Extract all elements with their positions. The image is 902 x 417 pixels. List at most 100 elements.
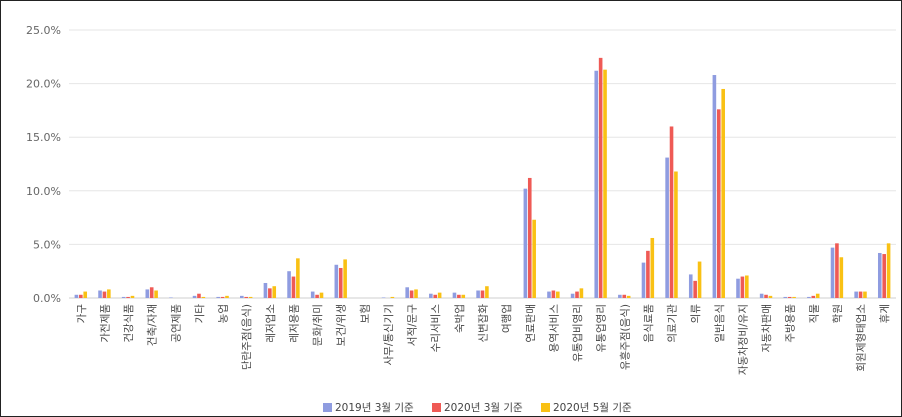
x-tick-label: 용역서비스	[548, 304, 560, 353]
bar	[315, 294, 319, 298]
bar	[433, 294, 438, 298]
bar	[310, 291, 315, 298]
x-tick-label: 여행업	[500, 304, 513, 333]
bar	[244, 296, 249, 298]
x-tick-label: 신변잡화	[478, 304, 490, 343]
bar	[169, 297, 173, 298]
bar	[579, 288, 584, 298]
x-tick-label: 직물	[808, 304, 820, 324]
bar	[334, 264, 339, 298]
bar	[532, 219, 536, 298]
bar	[650, 237, 655, 298]
bar	[220, 296, 225, 298]
x-tick-label: 의류	[690, 304, 702, 324]
x-axis-labels: 가구 가전제품 건강식품 건축/자재 공연제품 기타 농업 단란주점(음식) 레저업소 레저용품 문…	[76, 304, 891, 376]
x-tick-label: 가전제품	[99, 304, 111, 343]
x-tick-label: 의료기관	[667, 304, 679, 343]
bar	[811, 295, 816, 298]
bar	[457, 294, 461, 298]
x-tick-label: 음식료품	[643, 304, 655, 343]
bar	[646, 250, 650, 298]
bar	[287, 271, 291, 298]
legend-swatch	[432, 403, 441, 412]
bar	[768, 295, 773, 298]
bar	[102, 291, 107, 298]
bar	[527, 177, 532, 298]
x-tick-label: 유흥주점(음식)	[618, 304, 631, 370]
bar	[575, 291, 579, 298]
x-tick-label: 레저용품	[288, 304, 300, 343]
bar	[461, 294, 466, 298]
bar	[121, 296, 126, 298]
x-tick-label: 레저업소	[264, 304, 277, 343]
bar	[693, 280, 697, 298]
bar	[792, 296, 796, 298]
bar	[551, 290, 556, 298]
y-tick-label: 0.0%	[33, 292, 61, 305]
bar	[626, 295, 631, 298]
bar	[154, 290, 158, 298]
gridlines	[69, 29, 896, 299]
legend-label: 2019년 3월 기준	[335, 402, 414, 414]
bar	[523, 188, 528, 298]
bar	[480, 290, 485, 298]
bar	[452, 292, 457, 298]
bar	[736, 278, 740, 298]
x-tick-label: 연료판매	[525, 304, 537, 343]
bar	[712, 75, 717, 299]
bar	[225, 295, 229, 298]
x-tick-label: 휴게	[879, 304, 891, 323]
bar	[201, 296, 206, 298]
bar	[674, 171, 678, 298]
bar	[669, 126, 674, 298]
bar	[882, 254, 886, 298]
bar	[268, 288, 272, 298]
bar	[688, 274, 693, 298]
bar	[338, 267, 343, 298]
bar	[886, 243, 891, 298]
x-tick-label: 학원	[832, 304, 844, 323]
bar	[145, 289, 150, 298]
y-tick-label: 25.0%	[26, 24, 61, 37]
bar	[839, 257, 844, 298]
x-tick-label: 단란주점(음식)	[241, 304, 253, 370]
bar	[603, 69, 607, 298]
bar	[641, 262, 646, 298]
bar	[547, 291, 551, 298]
x-tick-label: 사무/통신기기	[383, 304, 395, 366]
bar	[618, 294, 622, 298]
y-tick-label: 5.0%	[33, 238, 61, 251]
bar	[240, 295, 244, 298]
x-tick-label: 보건/위생	[335, 304, 348, 346]
bar	[740, 276, 745, 298]
legend-label: 2020년 3월 기준	[444, 402, 523, 414]
x-tick-label: 자동차판매	[761, 304, 773, 352]
bar	[745, 275, 749, 298]
x-tick-label: 유통업영리	[595, 304, 608, 352]
x-tick-label: 건강식품	[123, 304, 135, 343]
bar	[381, 297, 386, 298]
bar	[192, 295, 197, 298]
x-tick-label: 공연제품	[170, 304, 182, 343]
bar	[830, 247, 835, 298]
bar	[570, 293, 575, 298]
bar	[835, 243, 839, 298]
bar	[721, 88, 725, 299]
bar	[149, 287, 154, 298]
y-tick-label: 10.0%	[26, 185, 61, 198]
bar	[98, 290, 102, 298]
bar	[409, 290, 414, 298]
legend-swatch	[323, 403, 332, 412]
bar	[414, 289, 418, 298]
x-tick-label: 서적/문구	[407, 304, 419, 347]
bar	[716, 109, 721, 298]
bar	[598, 57, 603, 299]
y-tick-label: 20.0%	[26, 78, 61, 91]
bar	[807, 296, 811, 298]
bar	[291, 276, 296, 298]
bar	[248, 296, 253, 298]
x-tick-label: 건축/자재	[147, 304, 159, 346]
bar	[783, 296, 788, 298]
legend-swatch	[541, 403, 550, 412]
